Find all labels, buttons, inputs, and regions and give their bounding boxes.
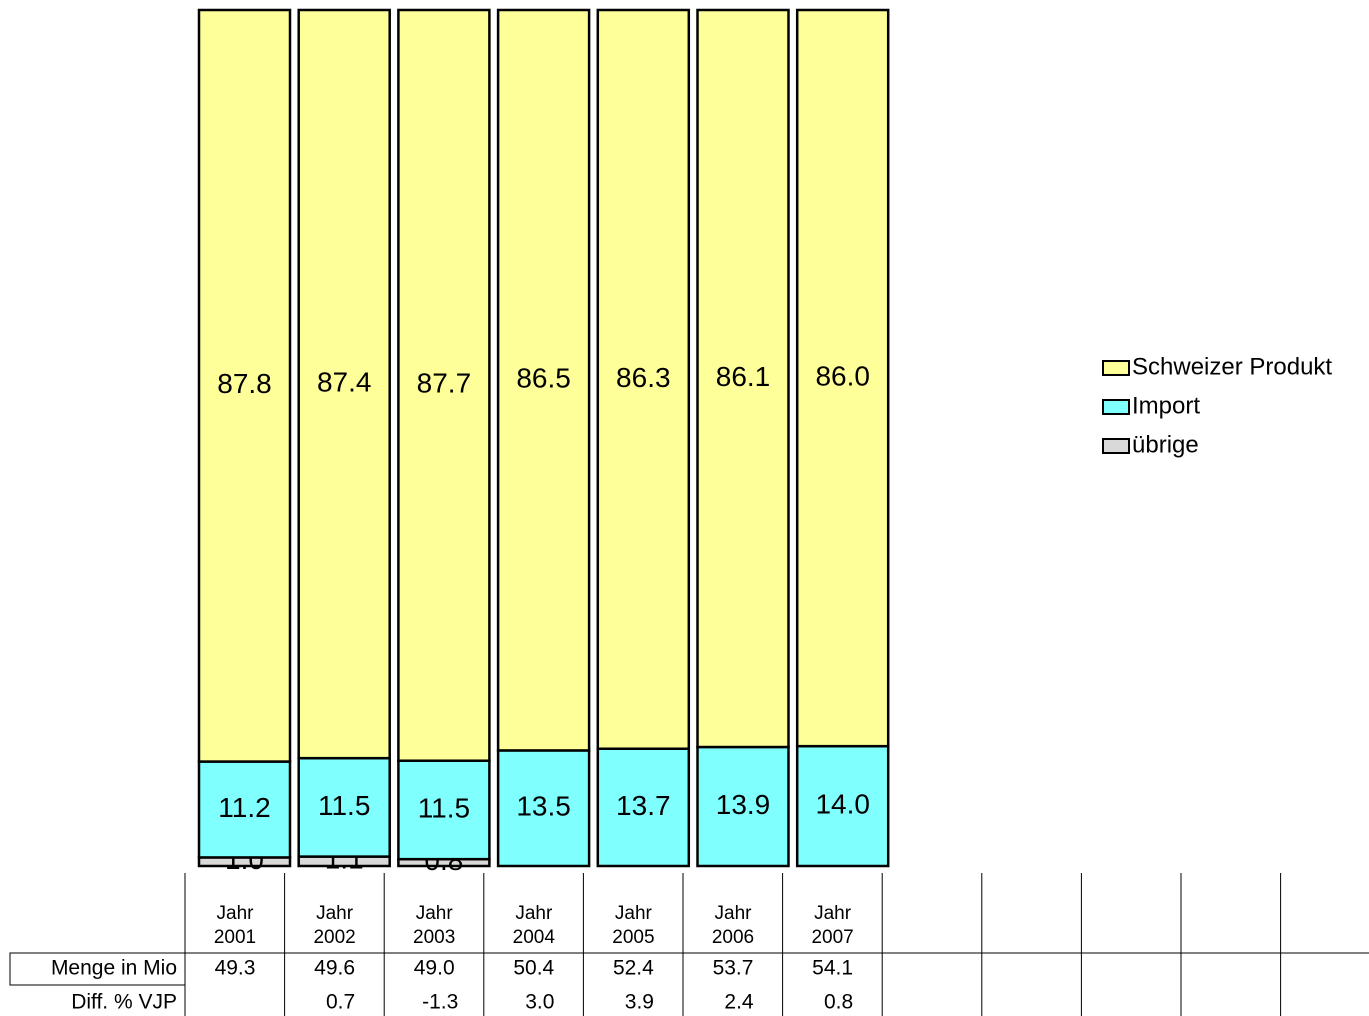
bar-segment [795,8,890,748]
data-label: 13.9 [716,789,771,820]
legend-label: Schweizer Produkt [1132,353,1332,380]
table-cell: 2.4 [724,991,754,1014]
table-cell: 0.8 [824,991,853,1014]
data-label: 86.1 [716,361,771,392]
legend-swatch [1102,438,1130,454]
table-cell: 53.7 [713,957,754,980]
legend-label: Import [1132,392,1200,419]
bar-segment [496,749,591,868]
bar-segment [496,8,591,752]
x-tick-label: Jahr 2006 [711,903,755,948]
table-cell: 50.4 [513,957,554,980]
bar-segment [197,8,292,763]
x-tick-label: Jahr 2007 [811,903,854,948]
bar-segment [596,747,691,868]
legend-swatch [1102,360,1130,376]
data-label: 87.4 [317,366,372,397]
data-label: 14.0 [815,788,870,819]
bar-segment [596,8,691,750]
legend-label: übrige [1132,431,1199,458]
table-row-label: Diff. % VJP [71,991,177,1014]
table-cell: 54.1 [812,957,853,980]
data-label: 86.0 [815,360,870,391]
bar-segment [197,760,292,859]
table-row-label: Menge in Mio [51,957,177,980]
table-cell: 49.0 [414,957,455,980]
data-label: 86.5 [516,363,571,394]
bar-segment [297,8,391,760]
data-label: 13.7 [616,790,671,821]
table-cell: 49.3 [215,957,256,980]
bar-segment [397,759,491,861]
data-label: 87.7 [417,368,472,399]
table-cell: 3.9 [625,991,654,1014]
data-label: 87.8 [217,368,272,399]
data-label: 86.3 [616,362,671,393]
x-tick-label: Jahr 2003 [413,903,456,948]
table-row-box [9,952,186,986]
bar-segment [795,744,890,868]
data-label: 11.2 [218,792,270,823]
bar-segment [397,8,491,762]
x-tick-label: Jahr 2005 [612,903,655,948]
x-tick-label: Jahr 2002 [313,903,356,948]
x-tick-label: Jahr 2004 [512,903,555,948]
data-label: 11.5 [418,792,470,823]
table-cell: -1.3 [422,991,458,1014]
table-cell: 3.0 [525,991,554,1014]
table-cell: 52.4 [613,957,654,980]
table-cell: 0.7 [326,991,355,1014]
bar-segment [696,745,790,868]
bar-segment [696,8,790,749]
legend-swatch [1102,399,1130,415]
data-label: 13.5 [516,791,571,822]
table-cell: 49.6 [314,957,355,980]
x-tick-label: Jahr 2001 [213,903,257,948]
data-label: 11.5 [318,790,370,821]
